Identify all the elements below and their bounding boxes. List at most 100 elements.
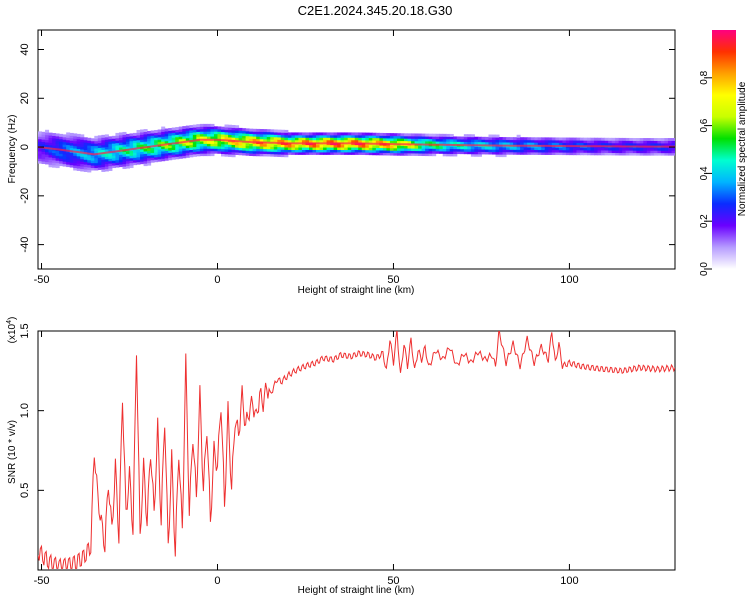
heatmap-cell: [622, 150, 627, 154]
heatmap-cell: [196, 129, 201, 132]
heatmap-cell: [287, 147, 292, 150]
heatmap-cell: [161, 133, 166, 137]
heatmap-cell: [122, 161, 127, 165]
heatmap-cell: [541, 151, 546, 155]
heatmap-cell: [203, 136, 208, 140]
heatmap-cell: [62, 163, 67, 167]
heatmap-cell: [425, 138, 430, 142]
colorbar-tick-label: 0.8: [699, 70, 710, 84]
heatmap-cell: [372, 152, 377, 156]
snr-x-tick-label: 0: [214, 575, 220, 587]
heatmap-cell: [161, 138, 166, 142]
heatmap-cell: [664, 142, 669, 146]
heatmap-cell: [541, 142, 546, 146]
heatmap-cell: [632, 140, 637, 144]
heatmap-cell: [449, 136, 454, 140]
heatmap-cell: [629, 142, 634, 146]
heatmap-cell: [389, 152, 394, 156]
heatmap-cell: [358, 134, 363, 138]
heatmap-cell: [122, 141, 127, 145]
heatmap-cell: [154, 156, 159, 160]
heatmap-cell: [358, 144, 363, 148]
snr-scale-label: (x104): [6, 317, 18, 344]
heatmap-cell: [76, 143, 81, 147]
heatmap-cell: [97, 142, 102, 146]
heatmap-cell: [185, 130, 190, 134]
heatmap-cell: [48, 135, 53, 139]
heatmap-cell: [404, 147, 409, 151]
heatmap-cell: [143, 153, 148, 157]
heatmap-cell: [168, 132, 173, 136]
heatmap-cell: [301, 144, 306, 148]
heatmap-cell: [157, 141, 162, 145]
heatmap-cell: [379, 147, 384, 151]
heatmap-cell: [242, 130, 247, 134]
heatmap-cell: [551, 142, 556, 146]
heatmap-cell: [534, 137, 539, 141]
heatmap-cell: [516, 146, 521, 150]
heatmap-cell: [263, 146, 268, 150]
heatmap-cell: [646, 142, 651, 146]
heatmap-cell: [164, 138, 169, 142]
heatmap-cell: [136, 129, 141, 133]
heatmap-cell: [206, 140, 211, 144]
heatmap-cell: [597, 152, 602, 156]
heatmap-cell: [192, 134, 197, 138]
heatmap-cell: [171, 156, 176, 160]
heatmap-cell: [133, 137, 138, 141]
heatmap-cell: [470, 148, 475, 152]
heatmap-cell: [270, 143, 275, 147]
heatmap-cell: [287, 137, 292, 141]
heatmap-cell: [178, 126, 183, 130]
heatmap-cell: [653, 150, 658, 154]
heatmap-cell: [305, 139, 310, 143]
heatmap-cell: [221, 129, 226, 133]
heatmap-cell: [59, 158, 64, 162]
heatmap-cell: [235, 127, 240, 131]
heatmap-cell: [319, 139, 324, 143]
heatmap-cell: [263, 131, 268, 135]
heatmap-cell: [657, 140, 662, 144]
heatmap-cell: [45, 161, 50, 165]
heatmap-cell: [147, 155, 152, 159]
heatmap-cell: [171, 147, 176, 150]
heatmap-cell: [365, 144, 370, 148]
heatmap-cell: [618, 137, 623, 141]
heatmap-cell: [632, 150, 637, 154]
heatmap-cell: [101, 137, 106, 141]
heatmap-cell: [537, 149, 542, 153]
heatmap-cell: [62, 151, 67, 155]
heatmap-cell: [618, 140, 623, 144]
heatmap-cell: [104, 163, 109, 167]
heatmap-cell: [495, 151, 500, 155]
heatmap-cell: [572, 149, 577, 153]
heatmap-cell: [45, 139, 50, 143]
heatmap-cell: [326, 144, 331, 148]
heatmap-cell: [94, 143, 99, 147]
heatmap-cell: [664, 147, 669, 151]
heatmap-cell: [90, 140, 95, 144]
heatmap-cell: [154, 154, 159, 158]
heatmap-cell: [650, 152, 655, 156]
colorbar-tick-label: 0.6: [699, 118, 710, 132]
heatmap-cell: [636, 138, 641, 141]
heatmap-cell: [154, 134, 159, 138]
heatmap-cell: [572, 147, 577, 151]
heatmap-cell: [210, 145, 215, 149]
heatmap-cell: [277, 134, 282, 138]
heatmap-cell: [90, 162, 95, 166]
heatmap-cell: [83, 161, 88, 165]
heatmap-cell: [386, 133, 391, 136]
heatmap-cell: [273, 144, 278, 148]
heatmap-cell: [351, 151, 356, 155]
heatmap-cell: [453, 141, 458, 145]
heatmap-cell: [449, 141, 454, 145]
heatmap-cell: [541, 137, 546, 141]
heatmap-cell: [660, 140, 665, 144]
heatmap-cell: [259, 129, 264, 132]
heatmap-cell: [294, 134, 299, 138]
heatmap-cell: [224, 129, 229, 133]
heatmap-cell: [164, 148, 169, 151]
heatmap-cell: [122, 134, 127, 138]
heatmap-cell: [421, 140, 426, 144]
